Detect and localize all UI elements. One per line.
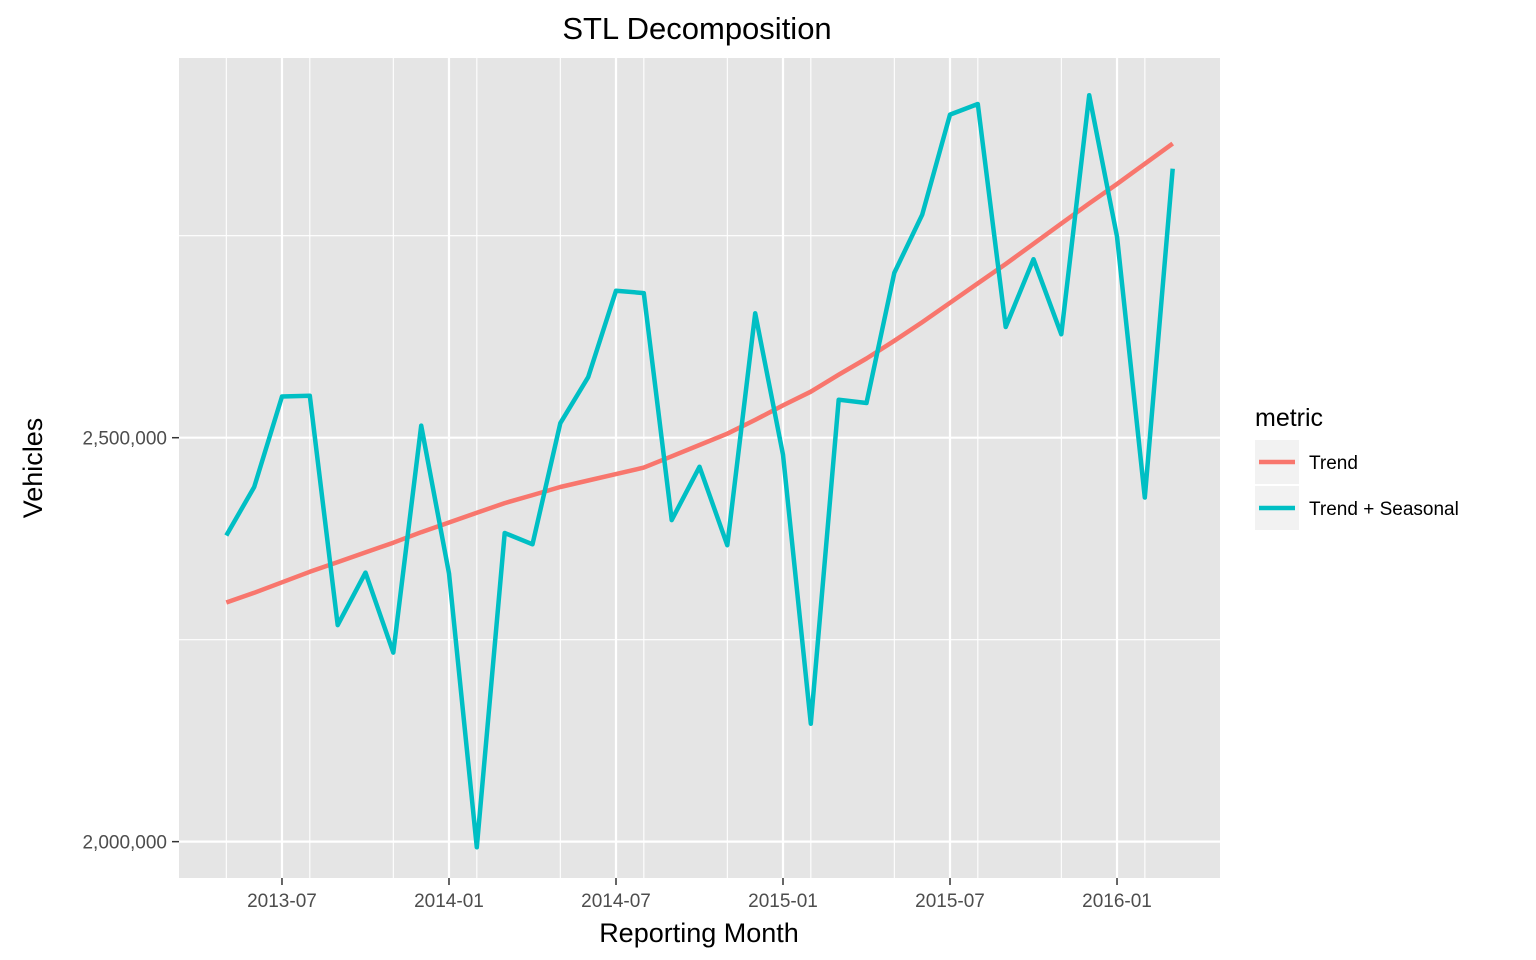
y-axis: 2,000,000 2,500,000	[82, 429, 179, 854]
x-axis: 2013-07 2014-01 2014-07 2015-01 2015-07 2016-…	[247, 878, 1152, 912]
y-axis-title: Vehicles	[18, 418, 48, 519]
y-tick-label: 2,000,000	[82, 833, 167, 854]
legend: metric Trend Trend + Seasonal	[1255, 404, 1459, 530]
legend-title: metric	[1255, 404, 1323, 432]
y-tick-label: 2,500,000	[82, 429, 167, 450]
grid-major	[179, 58, 1220, 878]
x-tick-label: 2016-01	[1082, 891, 1152, 912]
x-tick-label: 2014-01	[414, 891, 484, 912]
x-axis-title: Reporting Month	[599, 918, 799, 948]
x-tick-label: 2013-07	[247, 891, 317, 912]
grid-minor	[179, 58, 1220, 878]
x-tick-label: 2015-07	[915, 891, 985, 912]
series-line-trend	[225, 141, 1175, 605]
chart-title: STL Decomposition	[562, 11, 831, 46]
x-tick-label: 2015-01	[748, 891, 818, 912]
x-tick-label: 2014-07	[581, 891, 651, 912]
series-layer	[224, 92, 1175, 850]
series-line-trend-seasonal	[224, 92, 1175, 850]
legend-label: Trend	[1309, 453, 1358, 474]
legend-label: Trend + Seasonal	[1309, 499, 1459, 520]
